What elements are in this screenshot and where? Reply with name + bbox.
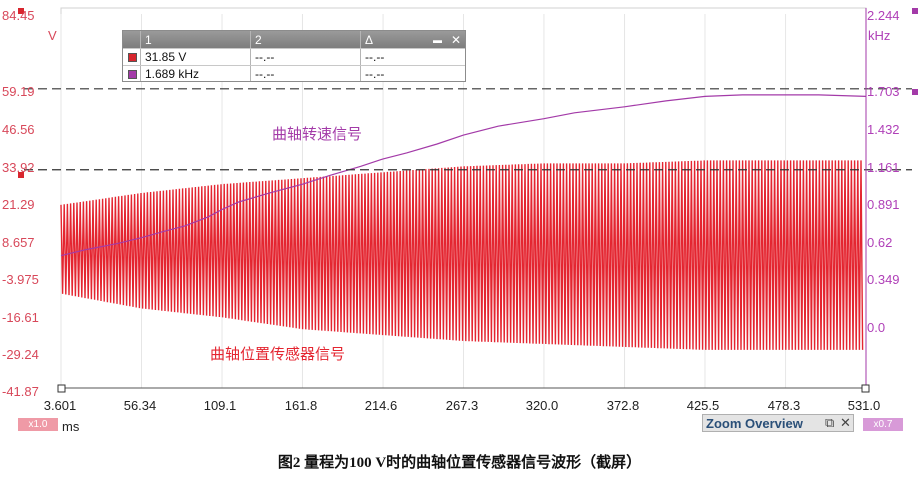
y-left-tick: -3.975: [2, 272, 39, 287]
y-left-tick: 8.657: [2, 235, 35, 250]
x-tick: 56.34: [123, 398, 157, 413]
x-tick: 320.0: [525, 398, 559, 413]
right-marker-top[interactable]: [912, 8, 918, 14]
channel-a-swatch: [128, 53, 137, 62]
y-left-tick: -16.61: [2, 310, 39, 325]
zoom-overview-label: Zoom Overview: [706, 416, 803, 431]
x-tick: 267.3: [445, 398, 479, 413]
y-left-tick: -41.87: [2, 384, 39, 399]
cursor-1-header: 1: [145, 33, 152, 47]
x-tick: 3.601: [43, 398, 77, 413]
y-left-unit: V: [48, 28, 57, 43]
y-left-tick: 59.19: [2, 84, 35, 99]
cursor-delta-value: --.--: [365, 67, 385, 81]
speed-signal-layer: [60, 94, 867, 257]
y-right-tick: 0.62: [867, 235, 893, 250]
cursor-measurement-table[interactable]: 1 2 Δ ▬ ✕ 31.85 V --.-- --.-- 1.689 kHz …: [122, 30, 466, 82]
right-marker-ref[interactable]: [912, 89, 918, 95]
figure-caption: 图2 量程为100 V时的曲轴位置传感器信号波形（截屏）: [277, 455, 642, 471]
x-tick: 161.8: [284, 398, 318, 413]
zoom-overview-bar[interactable]: Zoom Overview ⧉ ✕: [702, 414, 854, 432]
left-marker-ref1[interactable]: [18, 8, 24, 14]
column-divider: [140, 31, 141, 81]
column-divider: [250, 31, 251, 81]
cursor-row-frequency: 1.689 kHz --.-- --.--: [123, 65, 465, 82]
x-tick: 425.5: [686, 398, 720, 413]
cursor-delta-value: --.--: [365, 50, 385, 64]
y-right-tick: 1.703: [867, 84, 900, 99]
x-tick: 478.3: [767, 398, 801, 413]
y-left-tick: 46.56: [2, 122, 35, 137]
cursor-table-header: 1 2 Δ ▬ ✕: [123, 31, 465, 48]
x-tick: 372.8: [606, 398, 640, 413]
speed-signal-annotation: 曲轴转速信号: [272, 126, 362, 143]
cursor-delta-header: Δ: [365, 33, 374, 47]
y-left-tick: 21.29: [2, 197, 35, 212]
position-signal-annotation: 曲轴位置传感器信号: [210, 346, 345, 363]
channel-b-swatch: [128, 70, 137, 79]
y-right-tick: 0.891: [867, 197, 900, 212]
x-end-marker[interactable]: [861, 384, 870, 393]
position-signal-layer: [60, 160, 864, 350]
reference-lines: [24, 88, 912, 171]
y-right-tick: 0.0: [867, 320, 886, 335]
x-axis-unit: ms: [62, 419, 80, 434]
x-tick: 109.1: [203, 398, 237, 413]
y-right-unit: kHz: [868, 28, 891, 43]
minimize-icon[interactable]: ▬: [433, 35, 442, 45]
cursor-2-value: --.--: [255, 67, 275, 81]
close-icon[interactable]: ✕: [451, 33, 462, 47]
cursor-1-value: 31.85 V: [145, 50, 187, 64]
y-right-tick: 1.432: [867, 122, 900, 137]
y-right-tick: 0.349: [867, 272, 900, 287]
zoom-right-tag[interactable]: x0.7: [863, 418, 903, 431]
left-marker-ref2[interactable]: [18, 172, 24, 178]
x-tick: 214.6: [364, 398, 398, 413]
x-start-marker[interactable]: [57, 384, 66, 393]
y-left-tick: 33.92: [2, 160, 35, 175]
cursor-2-value: --.--: [255, 50, 275, 64]
position-signal-trace: [60, 160, 864, 350]
close-icon[interactable]: ✕: [840, 415, 851, 430]
x-tick: 531.0: [847, 398, 881, 413]
cursor-2-header: 2: [255, 33, 262, 47]
column-divider: [360, 31, 361, 81]
zoom-left-tag[interactable]: x1.0: [18, 418, 58, 431]
y-left-tick: 84.45: [2, 8, 35, 23]
y-left-tick: -29.24: [2, 347, 39, 362]
y-right-tick: 1.161: [867, 160, 900, 175]
restore-icon[interactable]: ⧉: [825, 415, 835, 430]
cursor-1-value: 1.689 kHz: [145, 67, 200, 81]
y-right-tick: 2.244: [867, 8, 900, 23]
cursor-row-voltage: 31.85 V --.-- --.--: [123, 48, 465, 65]
speed-signal-trace: [60, 94, 867, 257]
